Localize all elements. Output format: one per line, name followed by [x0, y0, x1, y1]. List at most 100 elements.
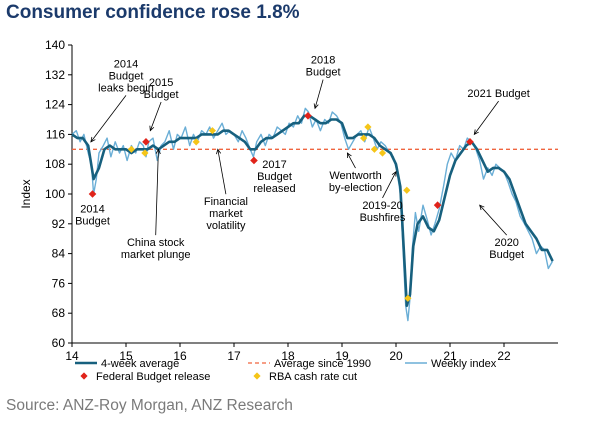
annotation-arrowhead	[90, 136, 96, 143]
annotation-line: Budget	[75, 216, 110, 228]
federal-budget-marker	[304, 111, 312, 120]
annotation-line: leaks begin	[98, 82, 154, 94]
annotation-line: China stock	[127, 237, 185, 249]
x-tick-label: 22	[497, 349, 511, 363]
annotation-arrow	[347, 152, 356, 169]
legend-swatch-diamond	[80, 372, 88, 380]
annotation-arrow	[217, 149, 227, 195]
annotation-label: Financial market volatility	[204, 196, 248, 232]
annotation-arrowhead	[346, 152, 352, 159]
annotation-line: 2020	[494, 237, 518, 249]
annotation-arrow	[314, 79, 324, 109]
rba-cash-rate-cut-marker	[208, 127, 216, 135]
annotation-arrow	[382, 171, 397, 199]
rba-cash-rate-cut-marker	[360, 134, 368, 142]
x-tick-label: 20	[389, 349, 403, 363]
x-tick-label: 17	[227, 349, 241, 363]
annotation-label: Wentworth by-election	[329, 170, 382, 194]
y-tick-label: 84	[52, 247, 66, 261]
annotation-line: Budget	[144, 89, 179, 101]
annotation-label: 2014 Budget	[75, 204, 110, 228]
federal-budget-marker	[88, 190, 97, 198]
y-tick-label: 60	[52, 336, 66, 350]
annotation-label: 2019-20 Bushfires	[360, 200, 406, 224]
marker-layer	[88, 111, 474, 302]
federal-budget-marker	[250, 156, 258, 165]
federal-budget-marker	[142, 138, 150, 146]
y-tick-label: 108	[45, 157, 65, 171]
four-week-average-line	[71, 114, 554, 308]
annotation-line: 2018	[311, 55, 335, 67]
annotation-line: Budget	[306, 67, 341, 79]
rba-cash-rate-cut-marker	[404, 294, 412, 302]
annotation-line: Budget	[109, 70, 144, 82]
x-tick-label: 16	[173, 349, 187, 363]
annotation-arrowhead	[313, 103, 319, 110]
annotation-line: 2021 Budget	[467, 88, 529, 100]
annotation-arrow	[90, 95, 127, 143]
rba-cash-rate-cut-marker	[378, 149, 387, 157]
federal-budget-marker	[433, 201, 442, 209]
annotation-line: Financial	[204, 196, 248, 208]
rba-cash-rate-cut-marker	[364, 123, 372, 131]
y-tick-label: 100	[45, 187, 65, 201]
y-tick-label: 140	[45, 38, 65, 52]
annotation-arrow	[149, 101, 162, 131]
federal-budget-marker	[466, 138, 474, 146]
y-tick-label: 92	[52, 217, 66, 231]
y-tick-label: 116	[46, 127, 65, 141]
annotation-line: Bushfires	[360, 212, 406, 224]
axes: 60 68 76 84 92 100 108 116 124 132 140 14 15 16 17 18 19…	[19, 38, 558, 363]
annotation-line: volatility	[206, 220, 246, 232]
legend-label: Federal Budget release	[96, 371, 210, 383]
x-tick-label: 15	[119, 349, 133, 363]
annotation-line: Budget	[489, 249, 524, 261]
x-tick-label: 18	[281, 349, 295, 363]
annotation-label: 2014 Budget leaks begin	[98, 58, 154, 94]
rba-cash-rate-cut-marker	[370, 145, 378, 153]
chart-source: Source: ANZ-Roy Morgan, ANZ Research	[6, 397, 293, 414]
x-tick-label: 19	[335, 349, 349, 363]
legend-label: 4-week average	[101, 358, 179, 370]
y-tick-label: 132	[45, 68, 65, 82]
legend: 4-week average Average since 1990 Weekly i…	[75, 358, 497, 383]
rba-cash-rate-cut-marker	[141, 149, 149, 157]
annotation-arrow	[155, 149, 159, 236]
annotation-label: 2020 Budget	[489, 237, 524, 261]
annotation-line: 2017	[262, 159, 286, 171]
annotation-line: Budget	[257, 171, 292, 183]
annotation-label: 2015 Budget	[144, 77, 179, 101]
annotation-line: 2014	[80, 204, 104, 216]
legend-label: RBA cash rate cut	[269, 371, 357, 383]
annotation-line: released	[253, 183, 295, 195]
legend-swatch-diamond	[253, 372, 261, 380]
annotation-line: 2015	[149, 77, 173, 89]
annotation-arrow	[479, 204, 507, 236]
y-tick-label: 68	[52, 306, 66, 320]
y-tick-label: 124	[45, 98, 65, 112]
annotation-label: China stock market plunge	[121, 237, 191, 261]
annotation-arrowhead	[216, 148, 222, 155]
annotation-label: 2018 Budget	[306, 55, 341, 79]
annotation-arrowhead	[473, 129, 479, 136]
rba-cash-rate-cut-marker	[127, 145, 135, 153]
y-tick-label: 76	[52, 276, 66, 290]
annotation-line: by-election	[329, 182, 382, 194]
x-tick-label: 21	[443, 349, 457, 363]
annotation-line: 2014	[114, 58, 138, 70]
chart-title: Consumer confidence rose 1.8%	[6, 2, 300, 23]
annotation-line: market plunge	[121, 249, 191, 261]
annotation-arrowhead	[391, 170, 397, 177]
annotation-line: Wentworth	[329, 170, 381, 182]
legend-label: Weekly index	[431, 358, 497, 370]
annotation-arrowhead	[479, 204, 485, 211]
rba-cash-rate-cut-marker	[403, 186, 411, 194]
annotation-line: market	[209, 208, 243, 220]
annotation-label: 2017 Budget released	[253, 159, 295, 195]
rba-cash-rate-cut-marker	[192, 138, 200, 146]
y-axis-label: Index	[19, 179, 33, 208]
annotation-arrowhead	[149, 125, 155, 132]
annotation-label: 2021 Budget	[467, 88, 529, 100]
